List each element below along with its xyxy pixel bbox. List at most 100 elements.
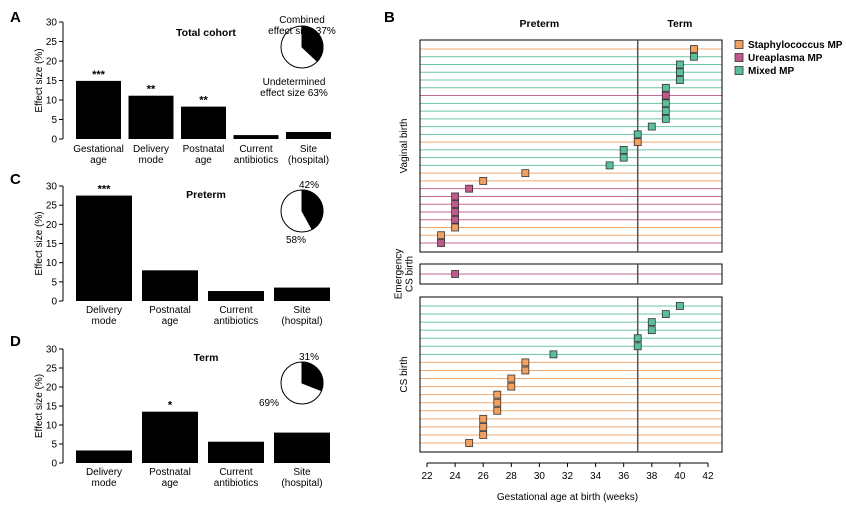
panel-b-group-1: Emergency CS birth bbox=[394, 249, 723, 299]
data-point-ureaplasma bbox=[661, 91, 670, 100]
bar-a-0 bbox=[76, 80, 121, 139]
panel-d-title: Term bbox=[194, 352, 219, 364]
data-point-mixed bbox=[633, 334, 642, 343]
y-tick-label: 25 bbox=[46, 37, 58, 48]
category-label: age bbox=[162, 478, 179, 489]
category-label: mode bbox=[138, 155, 163, 166]
data-point-staph bbox=[479, 414, 488, 423]
data-point-ureaplasma bbox=[451, 215, 460, 224]
y-tick-label: 5 bbox=[51, 115, 57, 126]
legend-swatch-ureaplasma bbox=[734, 53, 744, 62]
panel-letter-a: A bbox=[10, 9, 21, 26]
bar-d-2 bbox=[208, 441, 264, 463]
y-tick-label: 0 bbox=[51, 135, 57, 146]
y-tick-label: 0 bbox=[51, 459, 57, 470]
x-tick-label: 28 bbox=[506, 471, 518, 482]
group-label: CS birth bbox=[399, 356, 410, 392]
data-point-ureaplasma bbox=[451, 192, 460, 201]
data-point-mixed bbox=[675, 68, 684, 77]
y-axis-label: Effect size (%) bbox=[34, 48, 45, 112]
category-label: Postnatal bbox=[183, 144, 225, 155]
y-tick-label: 5 bbox=[51, 440, 57, 451]
y-tick-label: 20 bbox=[46, 383, 58, 394]
y-tick-label: 0 bbox=[51, 297, 57, 308]
bar-d-3 bbox=[274, 432, 330, 463]
x-tick-label: 42 bbox=[702, 471, 714, 482]
y-axis-label: Effect size (%) bbox=[34, 374, 45, 438]
y-tick-label: 10 bbox=[46, 96, 58, 107]
pie-label: 58% bbox=[286, 235, 306, 246]
data-point-staph bbox=[493, 398, 502, 407]
data-point-ureaplasma bbox=[451, 270, 460, 278]
preterm-column-label: Preterm bbox=[520, 18, 560, 30]
x-tick-label: 24 bbox=[450, 471, 462, 482]
panel-b-group-0: Vaginal birth bbox=[399, 39, 723, 253]
pie-label: 69% bbox=[259, 398, 279, 409]
data-point-staph bbox=[507, 382, 516, 391]
legend-label-ureaplasma: Ureaplasma MP bbox=[748, 53, 823, 64]
x-tick-label: 38 bbox=[646, 471, 658, 482]
data-point-mixed bbox=[549, 350, 558, 359]
data-point-staph bbox=[493, 406, 502, 415]
data-point-mixed bbox=[619, 153, 628, 162]
x-tick-label: 36 bbox=[618, 471, 630, 482]
category-label: (hospital) bbox=[281, 316, 322, 327]
x-axis-label: Gestational age at birth (weeks) bbox=[497, 492, 638, 503]
data-point-mixed bbox=[675, 60, 684, 69]
category-label: Delivery bbox=[86, 467, 122, 478]
data-point-mixed bbox=[661, 107, 670, 115]
data-point-mixed bbox=[661, 310, 670, 318]
y-axis-label: Effect size (%) bbox=[34, 211, 45, 275]
data-point-staph bbox=[521, 358, 530, 367]
data-point-staph bbox=[493, 390, 502, 399]
bar-c-0 bbox=[76, 195, 132, 301]
legend-label-staph: Staphylococcus MP bbox=[748, 40, 843, 51]
y-tick-label: 25 bbox=[46, 201, 58, 212]
data-point-staph bbox=[437, 231, 445, 240]
x-tick-label: 34 bbox=[590, 471, 602, 482]
data-point-staph bbox=[479, 177, 488, 185]
category-label: Current bbox=[239, 144, 273, 155]
category-label: Delivery bbox=[133, 144, 169, 155]
significance-label: ** bbox=[199, 95, 208, 107]
panel-b-group-2: CS birth bbox=[399, 296, 723, 453]
bar-a-3 bbox=[233, 135, 279, 139]
data-point-staph bbox=[521, 366, 530, 375]
pie-combined-slice bbox=[301, 189, 324, 231]
category-label: mode bbox=[91, 316, 116, 327]
significance-label: *** bbox=[98, 184, 112, 196]
panel-c-chart: 0 5 10 15 20 25 30 Effect size (%) Preterm *** Del… bbox=[34, 180, 330, 327]
panel-letter-d: D bbox=[10, 333, 21, 350]
data-point-mixed bbox=[647, 122, 656, 131]
category-label: age bbox=[162, 316, 179, 327]
pie-label: Combined bbox=[279, 15, 325, 26]
significance-label: *** bbox=[92, 69, 106, 81]
y-tick-label: 30 bbox=[46, 18, 58, 29]
data-point-staph bbox=[690, 45, 698, 53]
y-tick-label: 20 bbox=[46, 220, 58, 231]
data-point-mixed bbox=[675, 302, 684, 310]
category-label: Postnatal bbox=[149, 305, 191, 316]
legend-swatch-mixed bbox=[734, 66, 744, 75]
term-column-label: Term bbox=[667, 18, 692, 30]
panel-a-chart: 0 5 10 15 20 25 30 Effect size (%) Total cohort *… bbox=[34, 15, 336, 166]
data-point-staph bbox=[507, 374, 516, 383]
data-point-mixed bbox=[619, 145, 628, 154]
data-point-mixed bbox=[675, 76, 684, 84]
data-point-staph bbox=[479, 431, 488, 439]
category-label: Postnatal bbox=[149, 467, 191, 478]
bar-c-3 bbox=[274, 287, 330, 301]
data-point-ureaplasma bbox=[437, 239, 445, 247]
data-point-staph bbox=[633, 138, 642, 147]
panel-letter-c: C bbox=[10, 171, 21, 188]
pie-label: effect size 63% bbox=[260, 88, 328, 99]
y-tick-label: 30 bbox=[46, 182, 58, 193]
data-point-ureaplasma bbox=[451, 200, 460, 209]
legend-label-mixed: Mixed MP bbox=[748, 66, 794, 77]
data-point-mixed bbox=[605, 161, 614, 170]
pie-combined-slice bbox=[301, 25, 324, 63]
x-tick-label: 26 bbox=[478, 471, 490, 482]
category-label: Site bbox=[293, 305, 311, 316]
y-tick-label: 30 bbox=[46, 345, 58, 356]
